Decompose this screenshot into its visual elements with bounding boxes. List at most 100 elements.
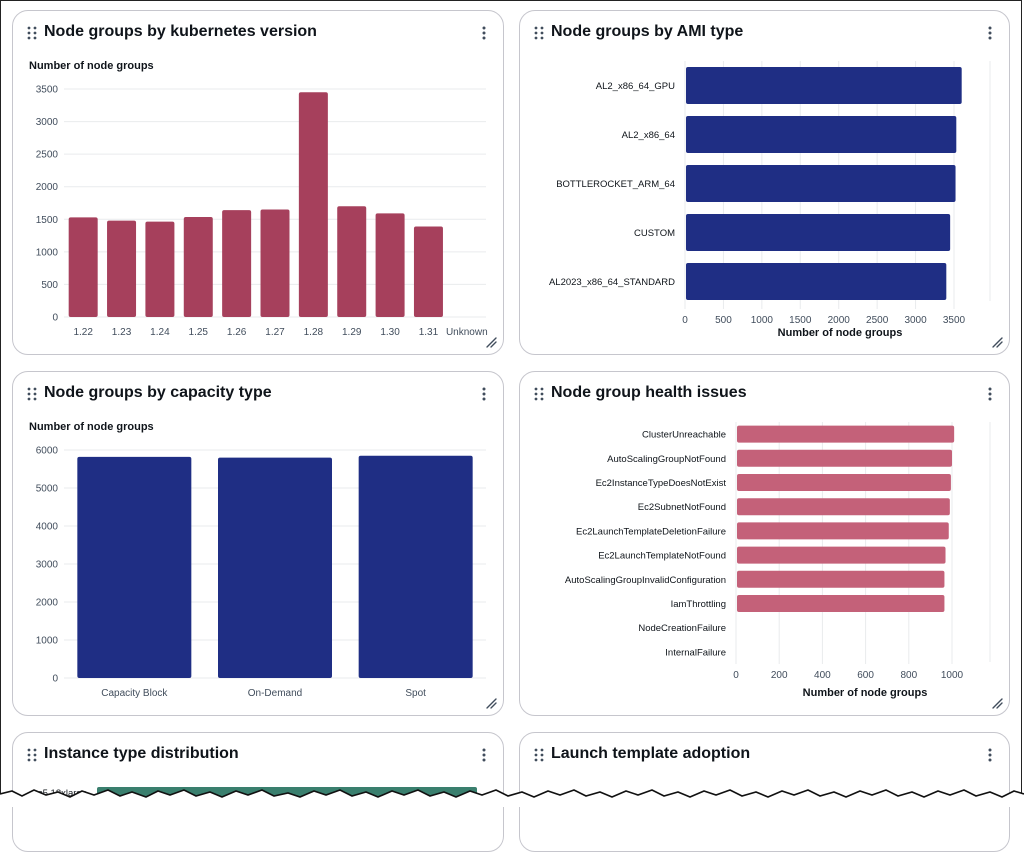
drag-handle-icon[interactable]	[27, 387, 37, 401]
drag-handle-icon[interactable]	[534, 387, 544, 401]
x-tick-label: 1500	[789, 315, 812, 326]
resize-handle-icon[interactable]	[991, 697, 1003, 709]
drag-handle-icon[interactable]	[27, 748, 37, 762]
y-tick-label: 6000	[36, 446, 59, 457]
y-axis-title: Number of node groups	[29, 60, 154, 72]
x-tick-label: 1.30	[380, 327, 400, 338]
x-tick-label: Capacity Block	[101, 688, 168, 699]
k8s-chart: 0 500 1000 1500 2000 2500 3000 3500 1.22 1.23 1.24…	[36, 85, 488, 339]
card-title: Launch template adoption	[551, 745, 751, 762]
bar	[686, 116, 957, 153]
bar	[218, 457, 332, 678]
y-axis-title: Number of node groups	[29, 421, 154, 433]
card-header: Instance type distribution	[13, 733, 503, 777]
y-tick-label: 0	[52, 313, 58, 324]
capacity-chart: 0 1000 2000 3000 4000 5000 6000 Capacity Block O…	[36, 446, 486, 699]
x-tick-label: 1.24	[150, 327, 170, 338]
bar	[737, 425, 955, 443]
y-tick-label: NodeCreationFailure	[638, 623, 726, 634]
card-capacity-type: Node groups by capacity type Number of n…	[12, 371, 504, 716]
bar	[68, 217, 98, 317]
card-title: Node group health issues	[551, 384, 747, 401]
y-tick-label: AutoScalingGroupInvalidConfiguration	[565, 575, 726, 586]
bar	[145, 221, 175, 317]
more-actions-icon[interactable]	[983, 747, 997, 763]
bar	[298, 92, 328, 317]
y-tick-label: AL2_x86_64	[622, 130, 675, 141]
x-tick-label: 600	[857, 670, 874, 681]
bar	[737, 595, 945, 612]
bar	[686, 263, 947, 300]
bar	[77, 456, 192, 678]
health-chart: 0 200 400 600 800 1000 ClusterUnreachable AutoS…	[565, 422, 991, 699]
bar	[737, 570, 945, 588]
resize-handle-icon[interactable]	[485, 697, 497, 709]
y-tick-label: 2000	[36, 182, 59, 193]
card-header: Launch template adoption	[520, 733, 1009, 777]
x-tick-label: 1.23	[112, 327, 132, 338]
bar	[337, 206, 367, 317]
y-tick-label: 2000	[36, 598, 59, 609]
more-actions-icon[interactable]	[477, 386, 491, 402]
card-title: Node groups by kubernetes version	[44, 23, 317, 40]
resize-handle-icon[interactable]	[485, 336, 497, 348]
card-k8s-version: Node groups by kubernetes version Number…	[12, 10, 504, 355]
bar	[222, 210, 252, 317]
drag-handle-icon[interactable]	[534, 26, 544, 40]
x-tick-label: 1000	[941, 670, 964, 681]
y-tick-label: AL2023_x86_64_STANDARD	[549, 277, 675, 288]
x-tick-label: 1.26	[227, 327, 247, 338]
bar	[686, 214, 951, 251]
drag-handle-icon[interactable]	[27, 26, 37, 40]
y-tick-label: 3000	[36, 117, 59, 128]
x-tick-label: 2500	[866, 315, 889, 326]
y-tick-label: Ec2LaunchTemplateDeletionFailure	[576, 526, 726, 537]
x-tick-label: 200	[771, 670, 788, 681]
y-tick-label: Ec2LaunchTemplateNotFound	[598, 551, 726, 562]
bar	[737, 546, 946, 564]
bar	[375, 213, 405, 317]
card-header: Node group health issues	[520, 372, 1009, 416]
x-axis-title: Number of node groups	[778, 327, 903, 339]
x-tick-label: 1.22	[73, 327, 93, 338]
torn-edge	[0, 789, 1024, 807]
x-tick-label: On-Demand	[248, 688, 302, 699]
x-tick-label: 0	[682, 315, 688, 326]
y-tick-label: 1000	[36, 247, 59, 258]
y-tick-label: 3000	[36, 560, 59, 571]
y-tick-label: 1500	[36, 215, 59, 226]
x-tick-label: 800	[900, 670, 917, 681]
y-tick-label: Ec2InstanceTypeDoesNotExist	[596, 478, 727, 489]
more-actions-icon[interactable]	[983, 386, 997, 402]
more-actions-icon[interactable]	[983, 25, 997, 41]
y-tick-label: IamThrottling	[671, 599, 726, 610]
bar	[183, 217, 213, 317]
y-tick-label: AL2_x86_64_GPU	[596, 81, 675, 92]
y-tick-label: 3500	[36, 85, 59, 96]
card-header: Node groups by kubernetes version	[13, 11, 503, 55]
resize-handle-icon[interactable]	[991, 336, 1003, 348]
x-tick-label: Spot	[405, 688, 426, 699]
bar	[107, 220, 137, 317]
x-tick-label: 1.29	[342, 327, 362, 338]
card-header: Node groups by capacity type	[13, 372, 503, 416]
card-title: Node groups by capacity type	[44, 384, 272, 401]
x-tick-label: 3500	[943, 315, 966, 326]
bar	[413, 226, 443, 317]
more-actions-icon[interactable]	[477, 25, 491, 41]
bar	[737, 474, 951, 491]
bar	[737, 522, 949, 540]
card-title: Instance type distribution	[44, 745, 239, 762]
x-tick-label: 2000	[828, 315, 851, 326]
bar	[686, 67, 962, 104]
drag-handle-icon[interactable]	[534, 748, 544, 762]
card-health-issues: Node group health issues 0 200 400 600 800 10…	[519, 371, 1010, 716]
x-tick-label: 1.27	[265, 327, 285, 338]
y-tick-label: BOTTLEROCKET_ARM_64	[556, 179, 675, 190]
y-tick-label: 5000	[36, 484, 59, 495]
more-actions-icon[interactable]	[477, 747, 491, 763]
x-tick-label: 1.31	[419, 327, 439, 338]
card-title: Node groups by AMI type	[551, 23, 744, 40]
bar	[737, 498, 950, 516]
x-tick-label: 1.28	[304, 327, 324, 338]
